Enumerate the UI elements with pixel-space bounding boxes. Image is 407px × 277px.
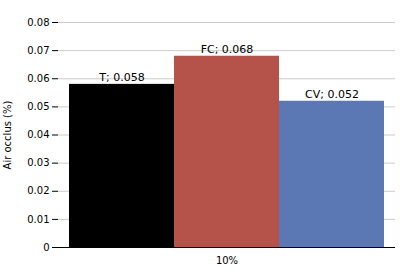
svg-text:0: 0 — [43, 242, 49, 253]
svg-text:CV; 0.052: CV; 0.052 — [305, 88, 359, 101]
svg-text:0.02: 0.02 — [27, 185, 49, 196]
svg-text:0.05: 0.05 — [27, 101, 49, 112]
svg-text:0.03: 0.03 — [27, 157, 49, 168]
svg-text:FC; 0.068: FC; 0.068 — [201, 43, 254, 56]
svg-text:10%: 10% — [216, 255, 238, 266]
svg-text:0.07: 0.07 — [27, 45, 49, 56]
svg-text:0.08: 0.08 — [27, 17, 49, 28]
svg-text:0.01: 0.01 — [27, 214, 49, 225]
svg-text:0.06: 0.06 — [27, 73, 49, 84]
svg-text:Air occlus (%): Air occlus (%) — [2, 100, 13, 169]
svg-text:T; 0.058: T; 0.058 — [98, 71, 144, 84]
svg-text:0.04: 0.04 — [27, 129, 49, 140]
